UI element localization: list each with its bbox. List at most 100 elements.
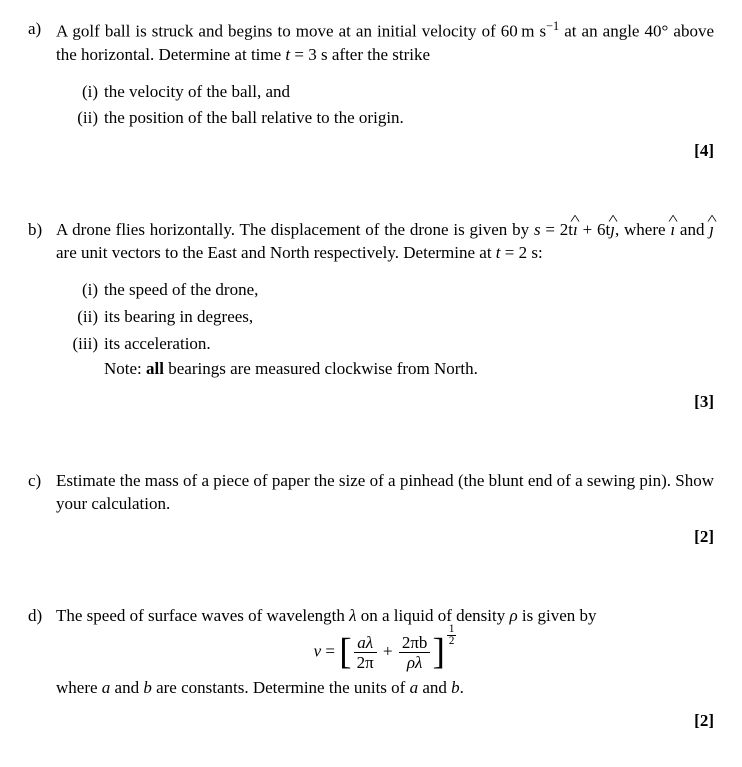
qb-sub-iii-text: its acceleration. xyxy=(104,333,714,356)
qd-lambda: λ xyxy=(349,606,356,625)
qd-and: and xyxy=(110,678,143,697)
qa-marks: [4] xyxy=(56,140,714,163)
qa-sub-ii: (ii) the position of the ball relative t… xyxy=(56,107,714,130)
question-d: d) The speed of surface waves of wavelen… xyxy=(28,605,714,733)
qa-stem-mid: at an angle xyxy=(559,22,644,41)
qa-subitems: (i) the velocity of the ball, and (ii) t… xyxy=(56,81,714,131)
qb-stem-post1: are unit vectors to the East and North r… xyxy=(56,243,496,262)
qb-note-bold: all xyxy=(146,359,164,378)
qb-note-post: bearings are measured clockwise from Nor… xyxy=(164,359,478,378)
qa-sub-i-label: (i) xyxy=(56,81,104,104)
qb-term2: 6tȷ xyxy=(597,220,615,239)
left-bracket-icon: [ xyxy=(339,631,351,672)
qa-v0-val: 60 xyxy=(501,22,518,41)
question-b-label: b) xyxy=(28,219,56,242)
question-c-body: Estimate the mass of a piece of paper th… xyxy=(56,470,714,549)
qb-note: Note: all bearings are measured clockwis… xyxy=(104,358,714,381)
qd-eq-lhs: v xyxy=(314,641,322,660)
question-b-row: b) A drone flies horizontally. The displ… xyxy=(28,219,714,414)
qd-stem2: where a and b are constants. Determine t… xyxy=(56,677,714,700)
question-a-body: A golf ball is struck and begins to move… xyxy=(56,18,714,163)
question-b-body: A drone flies horizontally. The displace… xyxy=(56,219,714,414)
qa-sub-i-text: the velocity of the ball, and xyxy=(104,81,714,104)
question-a-row: a) A golf ball is struck and begins to m… xyxy=(28,18,714,163)
i-hat-icon-2: ı xyxy=(670,219,675,242)
qb-sub-iii-label: (iii) xyxy=(56,333,104,356)
qa-sub-i: (i) the velocity of the ball, and xyxy=(56,81,714,104)
qb-sub-ii-text: its bearing in degrees, xyxy=(104,306,714,329)
qb-and: and xyxy=(675,220,709,239)
qa-angle: 40° xyxy=(645,22,669,41)
qd-exp-den: 2 xyxy=(447,636,457,647)
qb-sub-i-text: the speed of the drone, xyxy=(104,279,714,302)
qd-and2: and xyxy=(418,678,451,697)
qd-frac2-den: ρλ xyxy=(399,653,431,671)
qd-exp-num: 1 xyxy=(447,624,457,636)
qd-b: b xyxy=(143,678,152,697)
qd-stem2-mid: are constants. Determine the units of xyxy=(152,678,410,697)
qd-frac2-num-text: 2πb xyxy=(402,633,428,652)
qd-equation: v = [aλ2π + 2πbρλ]12 xyxy=(56,634,714,671)
qd-frac2-den-text: ρλ xyxy=(407,653,423,672)
qd-frac2-num: 2πb xyxy=(399,634,431,653)
question-c: c) Estimate the mass of a piece of paper… xyxy=(28,470,714,549)
qd-frac1-num: aλ xyxy=(354,634,377,653)
qb-stem-mid: , where xyxy=(615,220,670,239)
qb-note-pre: Note: xyxy=(104,359,146,378)
qb-s-sym: s xyxy=(534,220,541,239)
qd-stem2-post: . xyxy=(460,678,464,697)
question-c-row: c) Estimate the mass of a piece of paper… xyxy=(28,470,714,549)
qa-v0-exp: −1 xyxy=(546,19,559,33)
qd-eq-eq: = xyxy=(321,641,339,660)
qb-subitems: (i) the speed of the drone, (ii) its bea… xyxy=(56,279,714,356)
qd-eq-plus: + xyxy=(379,641,397,660)
qb-eq: = xyxy=(541,220,560,239)
right-bracket-icon: ] xyxy=(432,631,444,672)
exam-page: a) A golf ball is struck and begins to m… xyxy=(0,0,742,767)
qd-stem-post: is given by xyxy=(518,606,597,625)
qd-marks: [2] xyxy=(56,710,714,733)
qd-stem-pre: The speed of surface waves of wavelength xyxy=(56,606,349,625)
question-d-row: d) The speed of surface waves of wavelen… xyxy=(28,605,714,733)
question-c-label: c) xyxy=(28,470,56,493)
question-a-label: a) xyxy=(28,18,56,41)
qc-marks: [2] xyxy=(56,526,714,549)
question-d-body: The speed of surface waves of wavelength… xyxy=(56,605,714,733)
qd-frac1-den: 2π xyxy=(354,653,377,671)
qd-a: a xyxy=(102,678,111,697)
question-a: a) A golf ball is struck and begins to m… xyxy=(28,18,714,163)
qa-sub-ii-label: (ii) xyxy=(56,107,104,130)
qb-sub-ii-label: (ii) xyxy=(56,306,104,329)
j-hat-icon: ȷ xyxy=(610,219,615,242)
i-hat-icon: ı xyxy=(573,219,578,242)
qb-t-val: 2 s xyxy=(519,243,538,262)
qb-eq2: = xyxy=(501,243,519,262)
qd-b2: b xyxy=(451,678,460,697)
qd-frac1: aλ2π xyxy=(354,634,377,671)
qd-stem-mid: on a liquid of density xyxy=(357,606,510,625)
qc-stem: Estimate the mass of a piece of paper th… xyxy=(56,471,714,513)
qd-a2: a xyxy=(410,678,419,697)
qa-v0-unit: m s xyxy=(521,22,546,41)
j-hat-icon-2: ȷ xyxy=(709,219,714,242)
question-d-label: d) xyxy=(28,605,56,628)
qb-stem-pre: A drone flies horizontally. The displace… xyxy=(56,220,534,239)
qb-sub-i-label: (i) xyxy=(56,279,104,302)
qd-stem2-pre: where xyxy=(56,678,102,697)
qa-eq: = xyxy=(290,45,308,64)
qd-frac2: 2πbρλ xyxy=(399,634,431,671)
qb-term1: 2tı xyxy=(560,220,578,239)
question-b: b) A drone flies horizontally. The displ… xyxy=(28,219,714,414)
qb-plus: + xyxy=(578,220,597,239)
qa-sub-ii-text: the position of the ball relative to the… xyxy=(104,107,714,130)
qa-t-val: 3 s xyxy=(308,45,327,64)
qb-sub-iii: (iii) its acceleration. xyxy=(56,333,714,356)
qd-eq-bracket: [aλ2π + 2πbρλ] xyxy=(339,634,445,671)
qd-rho: ρ xyxy=(510,606,518,625)
qd-frac1-num-text: aλ xyxy=(357,633,373,652)
qb-sub-ii: (ii) its bearing in degrees, xyxy=(56,306,714,329)
qa-stem-pre: A golf ball is struck and begins to move… xyxy=(56,22,501,41)
qd-exp: 12 xyxy=(447,624,457,647)
qb-marks: [3] xyxy=(56,391,714,414)
qb-colon: : xyxy=(538,243,543,262)
